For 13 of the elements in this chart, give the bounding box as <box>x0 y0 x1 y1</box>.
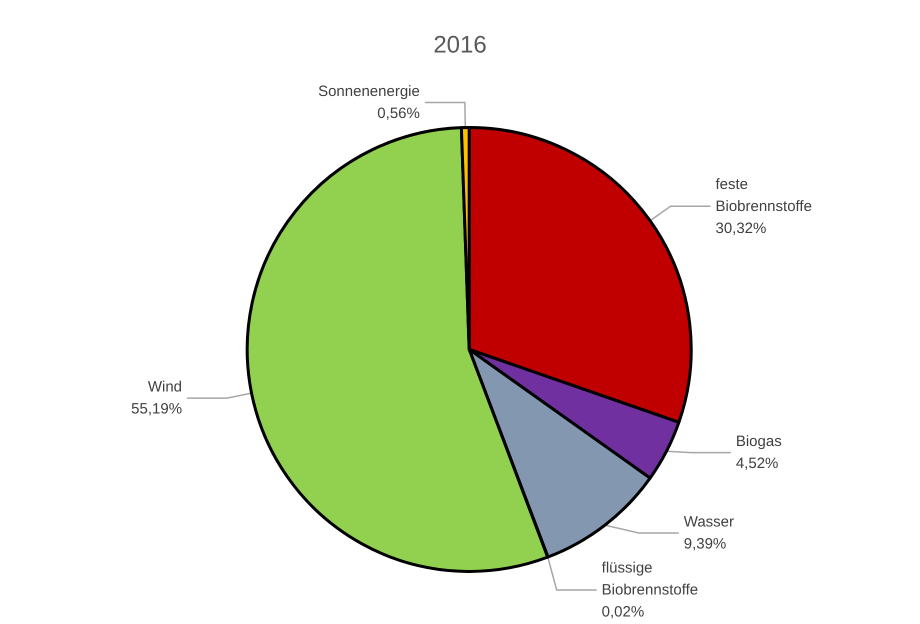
data-label: 9,39% <box>684 536 726 552</box>
slice-label: feste Biobrennstoffe <box>715 176 812 215</box>
data-label: 30,32% <box>715 220 766 237</box>
data-label: 4,52% <box>736 455 778 472</box>
slice-label: Biogas <box>736 433 782 450</box>
slice-label: flüssige Biobrennstoffe <box>602 560 698 598</box>
slice-label: Sonnenenergie <box>318 82 420 100</box>
slice-label: Wasser <box>684 514 734 530</box>
slice-label: Wind <box>148 378 182 396</box>
data-label: 0,02% <box>602 604 644 620</box>
chart-title: 2016 <box>433 32 487 58</box>
data-label: 0,56% <box>377 104 420 122</box>
data-label: 55,19% <box>131 400 182 418</box>
